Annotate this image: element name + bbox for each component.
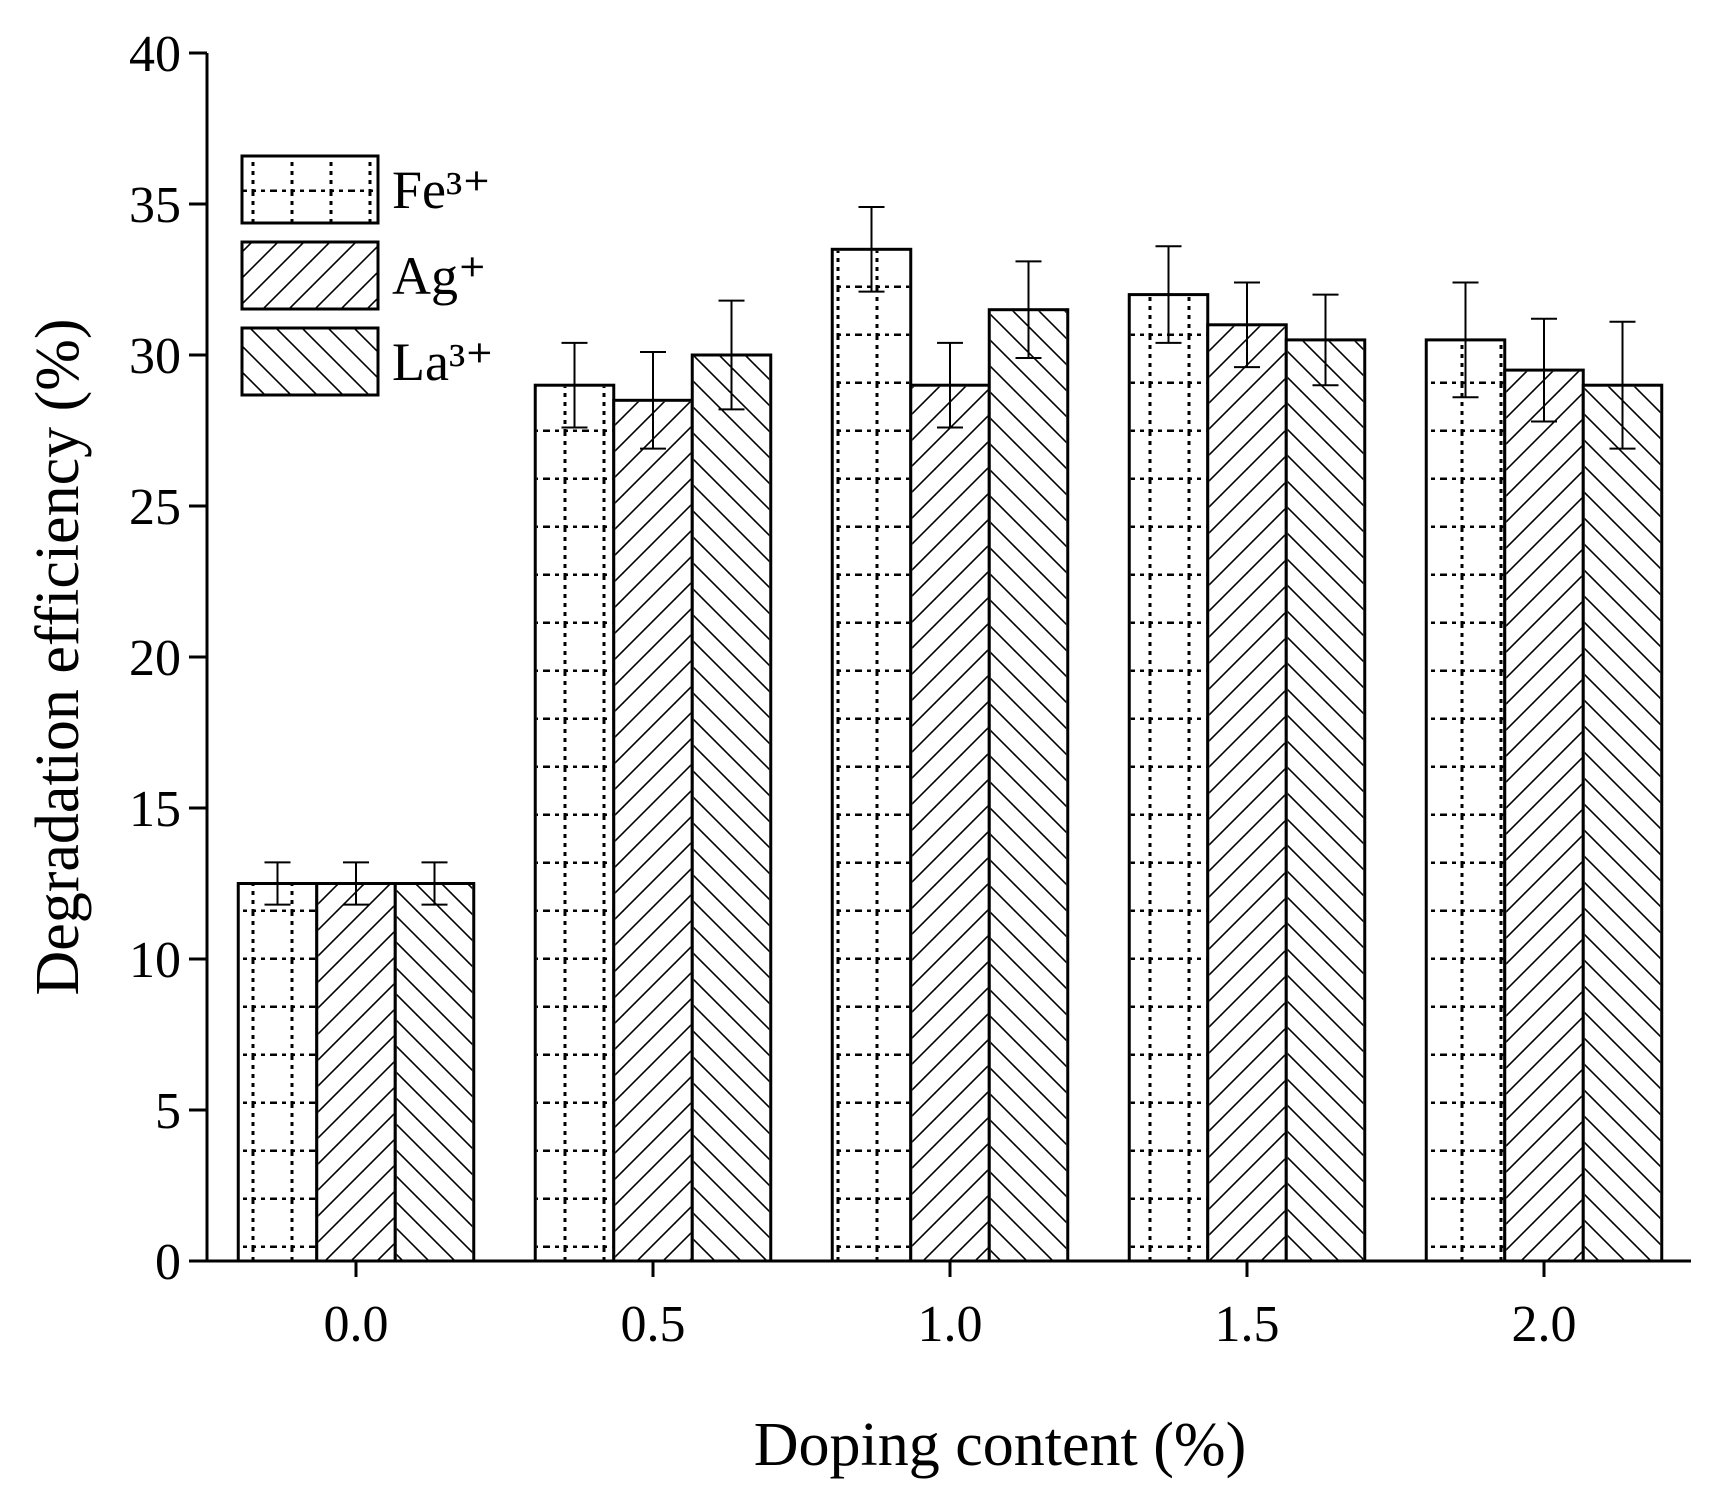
y-tick-label: 35 xyxy=(129,177,181,234)
x-tick-label: 1.0 xyxy=(918,1296,983,1353)
legend-label: La³⁺ xyxy=(392,332,494,392)
y-axis-label: Degradation efficiency (%) xyxy=(24,318,92,995)
x-axis-label: Doping content (%) xyxy=(754,1411,1246,1479)
bar-hatch xyxy=(833,250,910,1260)
legend-label: Fe³⁺ xyxy=(392,160,491,220)
legend-swatch-hatch xyxy=(243,329,377,394)
bar-hatch xyxy=(912,386,988,1260)
x-tick-label: 0.0 xyxy=(324,1296,389,1353)
bar-hatch xyxy=(1506,371,1582,1260)
bar-hatch xyxy=(615,401,691,1260)
legend-swatch-hatch xyxy=(243,157,377,222)
y-tick-label: 40 xyxy=(129,26,181,83)
y-tick-label: 0 xyxy=(155,1234,181,1291)
x-tick-label: 1.5 xyxy=(1215,1296,1280,1353)
legend-swatch-hatch xyxy=(243,243,377,308)
x-tick-label: 0.5 xyxy=(621,1296,686,1353)
bar-hatch xyxy=(1584,386,1661,1260)
bar-hatch xyxy=(693,356,770,1260)
bar-hatch xyxy=(239,885,316,1260)
x-tick-label: 2.0 xyxy=(1512,1296,1577,1353)
legend-label: Ag⁺ xyxy=(392,246,487,306)
bar-hatch xyxy=(990,311,1067,1260)
y-tick-label: 25 xyxy=(129,479,181,536)
bar-hatch xyxy=(1130,296,1207,1260)
bar-hatch xyxy=(536,386,613,1260)
y-tick-label: 5 xyxy=(155,1083,181,1140)
bar-hatch xyxy=(1427,341,1504,1260)
bar-hatch xyxy=(1287,341,1364,1260)
y-tick-label: 15 xyxy=(129,781,181,838)
y-tick-label: 20 xyxy=(129,630,181,687)
bar-hatch xyxy=(396,885,473,1260)
bar-hatch xyxy=(1209,326,1285,1260)
bar-hatch xyxy=(318,885,394,1260)
y-tick-label: 10 xyxy=(129,932,181,989)
y-tick-label: 30 xyxy=(129,328,181,385)
